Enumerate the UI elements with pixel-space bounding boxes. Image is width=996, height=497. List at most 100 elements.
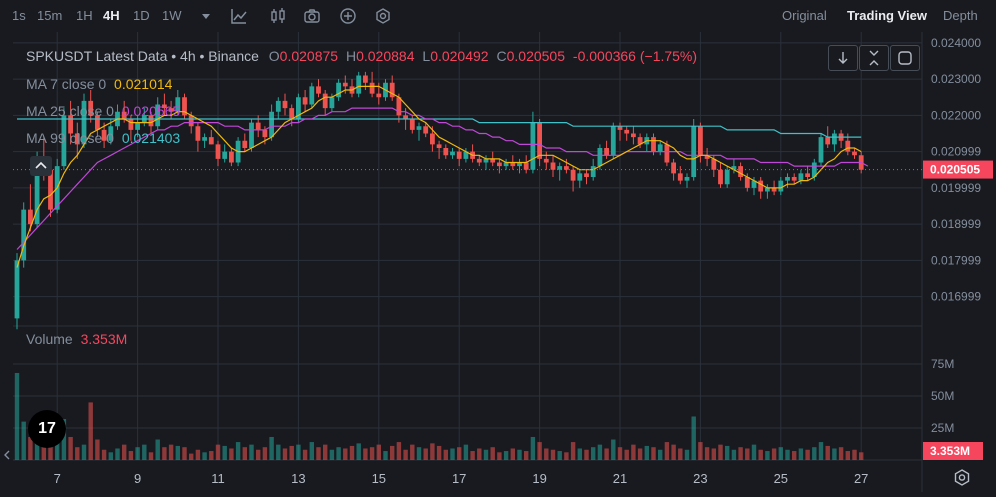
candle-body xyxy=(677,173,683,181)
volume-bar xyxy=(658,449,663,460)
candle-body xyxy=(135,122,140,130)
volume-bar xyxy=(122,444,127,460)
volume-bar xyxy=(302,449,308,460)
candle-body xyxy=(483,158,489,163)
volume-bar xyxy=(403,449,408,460)
volume-bar xyxy=(155,439,160,460)
volume-bar xyxy=(242,447,247,460)
volume-bar xyxy=(323,444,328,460)
volume-bar xyxy=(852,449,857,460)
candle-body xyxy=(751,180,757,188)
candle-body xyxy=(81,100,87,145)
volume-bar xyxy=(329,449,335,460)
arrow-down-icon xyxy=(838,52,848,64)
fullscreen-button[interactable] xyxy=(890,45,920,71)
volume-bar xyxy=(510,448,515,460)
volume-bar xyxy=(751,444,757,460)
candle-body xyxy=(785,177,790,181)
candle-body xyxy=(617,126,623,130)
last-volume-label: 3.353M xyxy=(930,444,970,458)
volume-bar xyxy=(28,436,33,460)
volume-tick-label: 75M xyxy=(931,357,954,371)
volume-bar xyxy=(537,442,542,460)
candle-body xyxy=(550,162,556,170)
candle-body xyxy=(101,129,107,141)
timeframe-1w[interactable]: 1W xyxy=(162,8,182,23)
candle-body xyxy=(443,148,449,156)
candle-body xyxy=(543,158,549,163)
volume-bar xyxy=(812,447,817,460)
timeframe-1d[interactable]: 1D xyxy=(133,8,150,23)
ma25-value: 0.020565 xyxy=(121,103,181,119)
candle-body xyxy=(517,162,522,167)
candle-body xyxy=(95,115,100,130)
timeframe-15m[interactable]: 15m xyxy=(37,8,63,23)
candle-body xyxy=(148,115,154,127)
chart-area[interactable]: 0.024000 0.023000 0.022000 0.020999 0.019999… xyxy=(0,32,996,492)
ma99-value: 0.021403 xyxy=(121,130,181,146)
collapse-legend-button[interactable] xyxy=(30,156,52,176)
volume-bar xyxy=(477,448,482,460)
candlestick-chart[interactable]: 0.024000 0.023000 0.022000 0.020999 0.019999… xyxy=(0,32,996,492)
settings-hex-icon[interactable] xyxy=(373,6,393,26)
volume-bar xyxy=(745,448,750,460)
volume-bar xyxy=(349,445,355,460)
timeframe-4h[interactable]: 4H xyxy=(103,8,120,23)
volume-bar xyxy=(698,442,703,460)
candle-body xyxy=(329,97,335,109)
volume-bar xyxy=(678,448,683,460)
scroll-down-button[interactable] xyxy=(828,45,858,71)
candle-body xyxy=(296,97,301,119)
ma7-label: MA 7 close 0 xyxy=(26,76,107,92)
collapse-button[interactable] xyxy=(859,45,889,71)
view-trading-view[interactable]: Trading View xyxy=(847,8,927,23)
time-tick-label: 11 xyxy=(211,471,225,486)
legend-volume-row: Volume 3.353M xyxy=(26,331,127,347)
candle-body xyxy=(269,111,274,138)
candle-body xyxy=(88,100,94,116)
volume-bar xyxy=(356,443,361,460)
timeframe-1s[interactable]: 1s xyxy=(12,8,26,23)
candle-body xyxy=(363,75,368,83)
candle-type-icon[interactable] xyxy=(268,6,288,26)
volume-bar xyxy=(631,444,636,460)
volume-bar xyxy=(738,447,743,460)
volume-bar xyxy=(336,447,341,460)
candle-body xyxy=(182,97,187,116)
chevron-up-icon xyxy=(35,161,47,169)
candle-body xyxy=(74,133,80,145)
legend-ohlc-row: SPKUSDT Latest Data • 4h • Binance O0.02… xyxy=(26,48,697,64)
volume-bar xyxy=(838,447,844,460)
candle-body xyxy=(744,177,750,188)
candle-body xyxy=(771,187,777,192)
candle-body xyxy=(48,169,53,210)
volume-bar xyxy=(792,451,797,460)
candle-body xyxy=(584,173,589,177)
chart-settings-icon[interactable] xyxy=(951,467,973,489)
price-tick-label: 0.023000 xyxy=(931,72,981,86)
candle-body xyxy=(758,180,764,192)
plus-circle-icon[interactable] xyxy=(338,6,358,26)
candle-body xyxy=(389,82,395,98)
camera-icon[interactable] xyxy=(302,6,322,26)
dropdown-caret-icon[interactable] xyxy=(196,6,216,26)
volume-bar xyxy=(483,449,489,460)
volume-bar xyxy=(48,439,53,460)
candle-body xyxy=(704,155,710,159)
view-original[interactable]: Original xyxy=(782,8,827,23)
volume-bar xyxy=(410,444,415,460)
candle-body xyxy=(316,86,321,94)
candle-body xyxy=(21,209,27,261)
indicators-icon[interactable] xyxy=(229,6,249,26)
volume-bar xyxy=(544,448,549,460)
symbol-title: SPKUSDT Latest Data • 4h • Binance xyxy=(26,48,259,64)
moving-averages xyxy=(16,85,869,268)
scroll-left-icon[interactable] xyxy=(2,448,12,462)
volume-value: 3.353M xyxy=(80,331,128,347)
time-tick-label: 27 xyxy=(854,471,868,486)
timeframe-1h[interactable]: 1H xyxy=(76,8,93,23)
time-tick-label: 9 xyxy=(134,471,141,486)
view-depth[interactable]: Depth xyxy=(943,8,978,23)
ma25-label: MA 25 close 0 xyxy=(26,103,114,119)
candle-body xyxy=(671,162,676,174)
